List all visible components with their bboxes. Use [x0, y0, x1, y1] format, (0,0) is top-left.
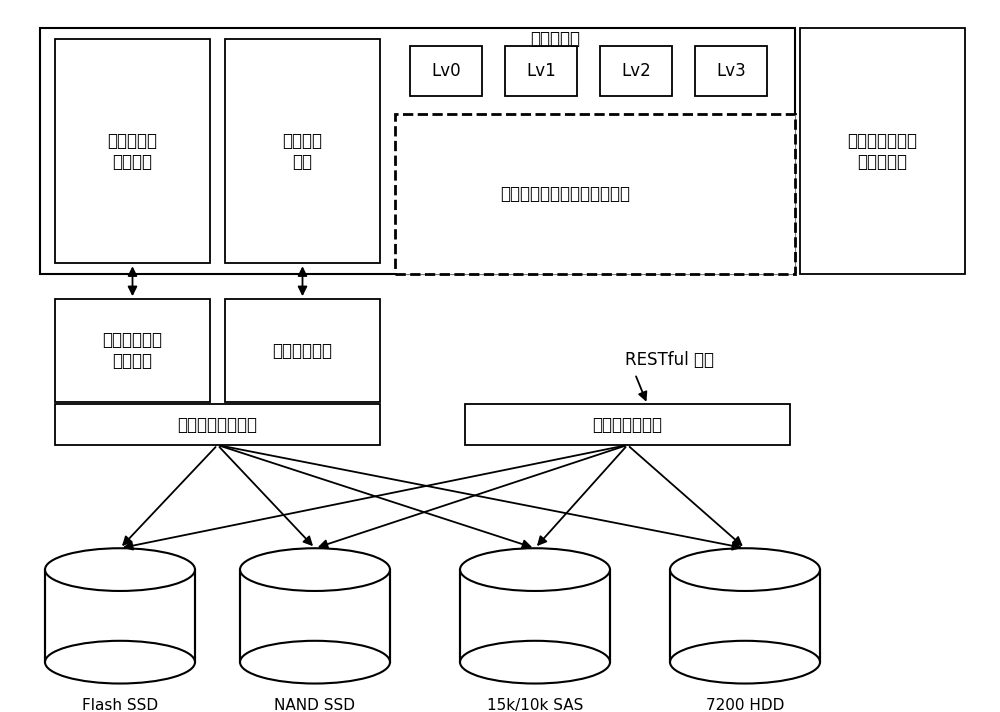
Text: Lv3: Lv3 — [716, 62, 746, 80]
Text: Lv2: Lv2 — [621, 62, 651, 80]
Text: 分类准确率、
存储效率: 分类准确率、 存储效率 — [103, 331, 162, 370]
Text: Lv1: Lv1 — [526, 62, 556, 80]
Text: NAND SSD: NAND SSD — [274, 698, 356, 712]
Text: 策略存储层: 策略存储层 — [530, 30, 580, 48]
Bar — [55, 404, 380, 445]
Bar — [45, 570, 195, 662]
Text: 模型结构自
调整线程: 模型结构自 调整线程 — [108, 132, 158, 171]
Bar — [40, 28, 795, 274]
Text: Flash SSD: Flash SSD — [82, 698, 158, 712]
Text: Lv0: Lv0 — [431, 62, 461, 80]
Bar — [225, 39, 380, 263]
Bar — [395, 114, 795, 274]
Ellipse shape — [45, 548, 195, 591]
Text: 策略选择客户端: 策略选择客户端 — [593, 416, 663, 434]
Bar — [460, 570, 610, 662]
Text: 15k/10k SAS: 15k/10k SAS — [487, 698, 583, 712]
Bar — [695, 46, 767, 96]
Bar — [225, 299, 380, 402]
Text: 基于随机森林的文件分类模型: 基于随机森林的文件分类模型 — [500, 185, 630, 203]
Text: 存储状态汇报线程: 存储状态汇报线程 — [178, 416, 258, 434]
Ellipse shape — [45, 641, 195, 684]
Bar — [55, 39, 210, 263]
Text: 策略控制命令行
及调用接口: 策略控制命令行 及调用接口 — [848, 132, 918, 171]
Bar — [505, 46, 577, 96]
Text: RESTful 调用: RESTful 调用 — [625, 350, 714, 369]
Ellipse shape — [670, 548, 820, 591]
Text: 数据访问日志: 数据访问日志 — [272, 342, 332, 360]
Bar — [800, 28, 965, 274]
Ellipse shape — [240, 641, 390, 684]
Bar — [410, 46, 482, 96]
Text: 模型训练
线程: 模型训练 线程 — [283, 132, 322, 171]
Text: 7200 HDD: 7200 HDD — [706, 698, 784, 712]
Bar — [55, 299, 210, 402]
Ellipse shape — [460, 641, 610, 684]
Bar — [240, 570, 390, 662]
Bar — [465, 404, 790, 445]
Ellipse shape — [460, 548, 610, 591]
Bar — [670, 570, 820, 662]
Ellipse shape — [240, 548, 390, 591]
Ellipse shape — [670, 641, 820, 684]
Bar — [600, 46, 672, 96]
